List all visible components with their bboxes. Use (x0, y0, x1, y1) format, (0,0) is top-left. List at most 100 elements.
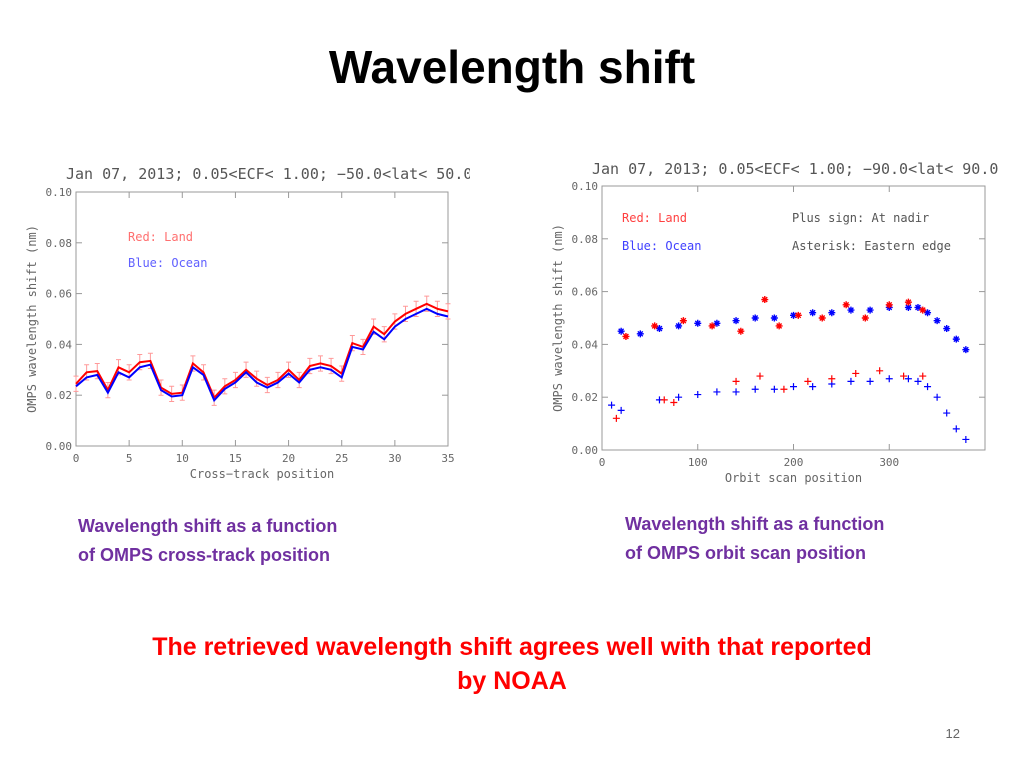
plus-marker (694, 391, 702, 399)
asterisk-marker (679, 317, 687, 325)
legend-entry: Red: Land (128, 230, 193, 244)
y-tick-label: 0.08 (46, 237, 73, 250)
x-tick-label: 200 (784, 456, 804, 469)
x-tick-label: 0 (599, 456, 606, 469)
y-axis-label: OMPS wavelength shift (nm) (25, 225, 39, 413)
asterisk-marker (708, 322, 716, 330)
plus-marker (608, 401, 616, 409)
asterisk-marker (737, 327, 745, 335)
plus-marker (732, 388, 740, 396)
caption-line: Wavelength shift as a function (78, 516, 338, 536)
x-tick-label: 25 (335, 452, 348, 465)
asterisk-marker (751, 314, 759, 322)
asterisk-marker (675, 322, 683, 330)
y-tick-label: 0.04 (46, 338, 73, 351)
asterisk-marker (617, 327, 625, 335)
asterisk-marker (943, 325, 951, 333)
plus-marker (809, 383, 817, 391)
asterisk-marker (818, 314, 826, 322)
plus-marker (933, 393, 941, 401)
asterisk-marker (761, 296, 769, 304)
plus-marker (804, 377, 812, 385)
x-tick-label: 35 (441, 452, 454, 465)
plus-marker (866, 377, 874, 385)
conclusion-text: The retrieved wavelength shift agrees we… (60, 630, 964, 698)
x-tick-label: 300 (879, 456, 899, 469)
caption-line: Wavelength shift as a function (625, 514, 885, 534)
asterisk-marker (842, 301, 850, 309)
plus-marker (675, 393, 683, 401)
ocean-series-line (75, 307, 449, 403)
asterisk-marker (651, 322, 659, 330)
plus-marker (770, 385, 778, 393)
slide-title: Wavelength shift (328, 41, 696, 93)
plus-marker (751, 385, 759, 393)
plus-marker (780, 385, 788, 393)
plus-marker (914, 377, 922, 385)
y-tick-label: 0.04 (572, 338, 599, 351)
x-tick-label: 15 (229, 452, 242, 465)
x-axis-label: Orbit scan position (725, 471, 862, 485)
plus-marker (732, 377, 740, 385)
plus-marker (876, 367, 884, 375)
y-tick-label: 0.00 (46, 440, 73, 453)
asterisk-marker (847, 306, 855, 314)
x-tick-label: 5 (126, 452, 133, 465)
y-tick-label: 0.02 (572, 391, 599, 404)
asterisk-marker (904, 298, 912, 306)
page-number: 12 (945, 726, 960, 741)
legend-entry: Blue: Ocean (622, 239, 701, 253)
plus-marker (617, 406, 625, 414)
caption-line: of OMPS orbit scan position (625, 543, 867, 563)
plus-marker (924, 383, 932, 391)
plus-marker (904, 375, 912, 383)
legend-entry: Asterisk: Eastern edge (792, 239, 951, 253)
asterisk-marker (622, 332, 630, 340)
legend-entry: Blue: Ocean (128, 256, 207, 270)
plus-marker (670, 398, 678, 406)
y-tick-label: 0.10 (46, 186, 73, 199)
conclusion-line: by NOAA (457, 667, 567, 695)
cross-track-chart: Jan 07, 2013; 0.05<ECF< 1.00; −50.0<lat<… (25, 165, 470, 481)
x-tick-label: 20 (282, 452, 295, 465)
asterisk-marker (952, 335, 960, 343)
asterisk-marker (866, 306, 874, 314)
asterisk-marker (828, 309, 836, 317)
plus-marker (660, 396, 668, 404)
orbit-scan-chart: Jan 07, 2013; 0.05<ECF< 1.00; −90.0<lat<… (551, 160, 998, 485)
asterisk-marker (924, 309, 932, 317)
plus-marker (919, 372, 927, 380)
asterisk-marker (809, 309, 817, 317)
plus-marker (943, 409, 951, 417)
asterisk-marker (775, 322, 783, 330)
asterisk-marker (933, 317, 941, 325)
y-tick-label: 0.02 (46, 389, 73, 402)
plus-marker (962, 435, 970, 443)
y-tick-label: 0.10 (572, 180, 599, 193)
plus-marker (612, 414, 620, 422)
chart-title: Jan 07, 2013; 0.05<ECF< 1.00; −50.0<lat<… (66, 165, 470, 183)
land-series-line (75, 302, 449, 400)
plus-marker (713, 388, 721, 396)
caption-orbit-scan: Wavelength shift as a function of OMPS o… (625, 510, 985, 568)
asterisk-marker (914, 303, 922, 311)
x-tick-label: 100 (688, 456, 708, 469)
plus-marker (756, 372, 764, 380)
asterisk-marker (861, 314, 869, 322)
plus-marker (952, 425, 960, 433)
asterisk-marker (655, 325, 663, 333)
y-tick-label: 0.06 (46, 288, 73, 301)
asterisk-marker (694, 319, 702, 327)
plus-marker (885, 375, 893, 383)
asterisk-marker (919, 306, 927, 314)
asterisk-marker (732, 317, 740, 325)
asterisk-marker (904, 303, 912, 311)
chart-title: Jan 07, 2013; 0.05<ECF< 1.00; −90.0<lat<… (592, 160, 998, 178)
caption-cross-track: Wavelength shift as a function of OMPS c… (78, 512, 438, 570)
x-tick-label: 0 (73, 452, 80, 465)
plus-marker (847, 377, 855, 385)
plus-marker (900, 372, 908, 380)
plus-marker (828, 375, 836, 383)
asterisk-marker (636, 330, 644, 338)
conclusion-line: The retrieved wavelength shift agrees we… (152, 633, 872, 661)
